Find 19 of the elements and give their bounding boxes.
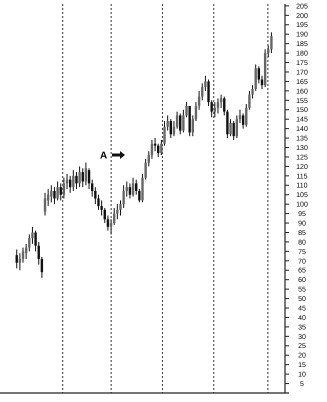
candlestick: [128, 182, 132, 199]
candlestick: [179, 113, 182, 135]
candlestick: [78, 166, 81, 188]
candlestick: [60, 182, 62, 201]
candlestick: [232, 120, 235, 140]
candlestick: [82, 168, 84, 188]
annotation: A: [100, 150, 108, 162]
candlestick: [72, 170, 75, 192]
candlestick: [214, 102, 216, 118]
candlestick: [84, 162, 88, 186]
candlestick: [16, 248, 18, 269]
candlestick: [68, 175, 72, 194]
candlestick: [62, 177, 66, 199]
candlestick: [56, 181, 59, 201]
candlestick: [170, 118, 172, 139]
candlestick: [270, 32, 273, 54]
candlestick: [132, 177, 134, 198]
candlestick: [50, 184, 53, 203]
candlestick: [242, 113, 244, 130]
